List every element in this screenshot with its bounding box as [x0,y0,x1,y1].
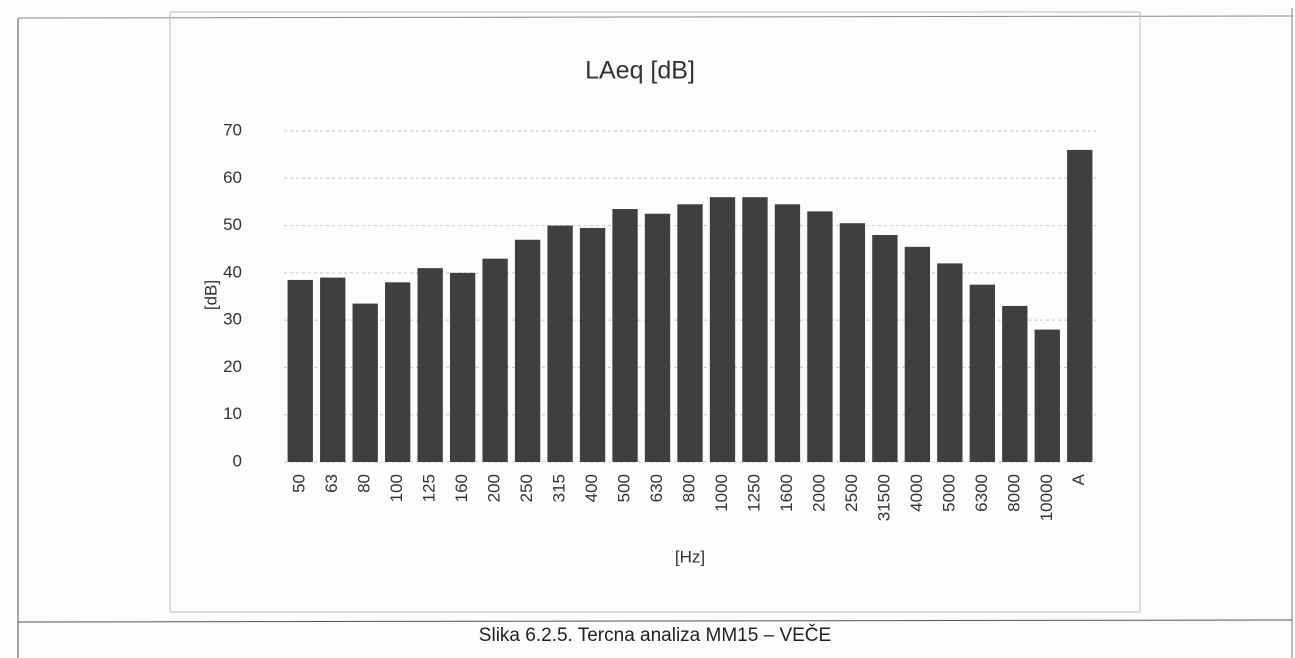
y-tick-label: 10 [223,404,242,423]
x-tick-label: 200 [485,474,504,502]
bar [417,268,443,462]
bar [1067,149,1093,462]
x-tick-label: 100 [387,474,406,502]
x-tick-label: 6300 [972,474,991,512]
x-tick-label: 630 [647,474,666,502]
chart-title: LAeq [dB] [585,57,695,85]
x-tick-label: 500 [615,474,634,502]
x-tick-label: 5000 [939,474,958,512]
x-tick-label: 315 [550,474,569,502]
x-tick-label: 4000 [907,474,926,512]
bar [320,277,346,462]
x-tick-label: 80 [355,474,374,493]
y-tick-label: 30 [223,310,242,329]
bar [547,225,573,462]
chart-area [169,11,1141,613]
bar [1002,305,1028,462]
x-tick-label: 1250 [744,474,763,512]
x-tick-label: A [1069,473,1088,485]
x-axis-label: [Hz] [675,547,705,566]
bar [742,197,768,462]
x-tick-label: 63 [322,474,341,493]
bar [352,303,378,462]
frame-top [17,15,1293,19]
bar [579,227,606,462]
bar [937,263,963,462]
bar [839,223,866,462]
caption: Slika 6.2.5. Tercna analiza MM15 – VEČE [479,624,831,646]
bar [872,235,898,462]
y-tick-label: 20 [223,357,242,376]
bar [514,239,541,462]
bar [644,213,671,462]
y-tick-label: 70 [223,120,242,139]
x-tick-label: 10000 [1037,474,1056,521]
y-tick-label: 50 [223,215,242,234]
y-tick-label: 60 [223,168,242,187]
x-tick-label: 800 [679,474,698,502]
y-axis-label: [dB] [201,280,220,310]
bar [385,282,411,462]
bar [482,258,508,462]
x-tick-label: 1000 [712,474,731,512]
bar [449,272,476,462]
x-tick-label: 400 [582,474,601,502]
y-tick-label: 40 [223,262,242,281]
x-tick-label: 250 [517,474,536,502]
x-tick-label: 8000 [1004,474,1023,512]
x-tick-label: 2500 [842,474,861,512]
bar [969,284,995,462]
x-tick-label: 2000 [809,474,828,512]
y-tick-label: 0 [233,451,242,470]
bar [612,209,638,462]
bar [807,211,833,462]
bar [904,246,931,462]
bar [774,204,801,463]
x-tick-label: 31500 [874,474,893,521]
bar [1034,329,1060,462]
x-tick-label: 50 [290,474,309,493]
x-tick-label: 1600 [777,474,796,512]
x-tick-label: 125 [420,474,439,502]
caption-divider [17,619,1293,623]
bar [709,197,736,462]
bar [287,279,313,462]
x-tick-label: 160 [452,474,471,502]
bar [677,204,703,463]
